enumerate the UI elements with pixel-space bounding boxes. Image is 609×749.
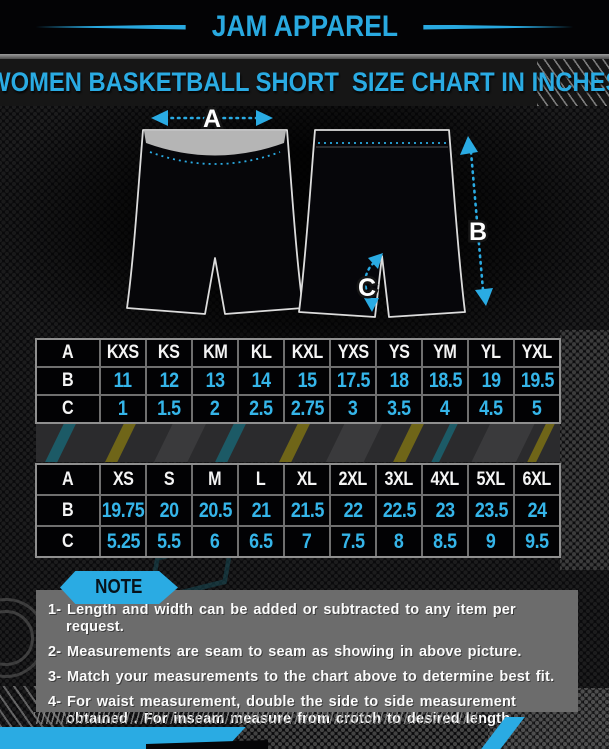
table-cell: 23.5 [469, 496, 513, 525]
header-separator [0, 54, 609, 59]
table-cell: 2.75 [285, 396, 329, 422]
table-cell: 1 [101, 396, 145, 422]
table-cell: 2 [193, 396, 237, 422]
note-panel: 1- Length and width can be added or subt… [36, 590, 578, 727]
table-cell: 20 [147, 496, 191, 525]
table-cell: 21 [239, 496, 283, 525]
table-cell: YS [377, 340, 421, 366]
label-b: B [469, 218, 487, 246]
table-cell: 17.5 [331, 368, 375, 394]
table-cell: 7 [285, 527, 329, 556]
table-cell: 5XL [469, 465, 513, 494]
table-cell: B [37, 368, 99, 394]
inseam-arrow-c: C [356, 253, 383, 312]
table-cell: 1.5 [147, 396, 191, 422]
table-cell: 23 [423, 496, 467, 525]
table-cell: KS [147, 340, 191, 366]
shorts-front-illustration [126, 129, 304, 315]
table-cell: 14 [239, 368, 283, 394]
table-cell: A [37, 465, 99, 494]
brand-title: JAM APPAREL [211, 10, 398, 43]
size-table-adult: A XS S M L XL 2XL 3XL 4XL 5XL 6XL B 19.75 20 20.5 21 21.… [35, 463, 561, 558]
label-c: C [358, 274, 376, 302]
table-cell: 3XL [377, 465, 421, 494]
table-cell: 5.25 [101, 527, 145, 556]
title-band: WOMEN BASKETBALL SHORT SIZE CHART IN INC… [0, 59, 609, 106]
table-cell: 8 [377, 527, 421, 556]
table-cell: 22.5 [377, 496, 421, 525]
brand-line-right [423, 24, 574, 30]
table-cell: KL [239, 340, 283, 366]
hatch-strip [34, 712, 480, 724]
table-cell: XS [101, 465, 145, 494]
dot-patch [560, 330, 609, 570]
note-item: 2- Measurements are seam to seam as show… [48, 644, 522, 660]
table-cell: 24 [515, 496, 559, 525]
table-cell: M [193, 465, 237, 494]
table-cell: 19 [469, 368, 513, 394]
table-cell: KXL [285, 340, 329, 366]
table-cell: 7.5 [331, 527, 375, 556]
header: JAM APPAREL [0, 0, 609, 54]
table-cell: 15 [285, 368, 329, 394]
table-cell: 5 [515, 396, 559, 422]
table-cell: A [37, 340, 99, 366]
page-title: WOMEN BASKETBALL SHORT SIZE CHART IN INC… [0, 67, 609, 97]
shorts-back-illustration [298, 129, 466, 318]
table-cell: 6 [193, 527, 237, 556]
mascot-stripe-decoration [36, 424, 560, 462]
note-list: 1- Length and width can be added or subt… [48, 602, 568, 728]
width-arrow-a: A [151, 106, 273, 136]
table-cell: 4 [423, 396, 467, 422]
hatch-decoration [537, 59, 609, 106]
table-cell: YM [423, 340, 467, 366]
shorts-measurement-diagram: A B C [126, 106, 493, 318]
table-cell: L [239, 465, 283, 494]
table-cell: 4.5 [469, 396, 513, 422]
table-cell: C [37, 396, 99, 422]
table-cell: 18 [377, 368, 421, 394]
table-cell: 4XL [423, 465, 467, 494]
label-a: A [203, 106, 221, 133]
table-cell: 19.5 [515, 368, 559, 394]
table-cell: 2XL [331, 465, 375, 494]
note-item: 3- Match your measurements to the chart … [48, 669, 555, 685]
table-cell: 21.5 [285, 496, 329, 525]
table-cell: 9.5 [515, 527, 559, 556]
table-cell: 11 [101, 368, 145, 394]
table-cell: 22 [331, 496, 375, 525]
table-cell: 6XL [515, 465, 559, 494]
table-cell: S [147, 465, 191, 494]
table-cell: 2.5 [239, 396, 283, 422]
length-arrow-b: B [460, 136, 493, 306]
table-cell: 3.5 [377, 396, 421, 422]
table-cell: 8.5 [423, 527, 467, 556]
table-cell: YXL [515, 340, 559, 366]
note-ribbon-label: NOTE [95, 576, 143, 598]
table-cell: 13 [193, 368, 237, 394]
table-cell: 3 [331, 396, 375, 422]
table-cell: YXS [331, 340, 375, 366]
table-cell: YL [469, 340, 513, 366]
table-cell: 6.5 [239, 527, 283, 556]
note-ribbon: NOTE [60, 571, 178, 604]
table-cell: 19.75 [101, 496, 145, 525]
table-cell: 18.5 [423, 368, 467, 394]
note-item: 1- Length and width can be added or subt… [48, 602, 516, 635]
table-cell: 20.5 [193, 496, 237, 525]
table-cell: B [37, 496, 99, 525]
table-cell: KM [193, 340, 237, 366]
size-table-kids-youth: A KXS KS KM KL KXL YXS YS YM YL YXL B 11 12 13 14 15 17.5… [35, 338, 561, 424]
dark-notch [146, 740, 268, 749]
table-cell: XL [285, 465, 329, 494]
table-cell: 5.5 [147, 527, 191, 556]
table-cell: C [37, 527, 99, 556]
table-cell: KXS [101, 340, 145, 366]
waistband-front [144, 131, 286, 156]
table-cell: 12 [147, 368, 191, 394]
table-cell: 9 [469, 527, 513, 556]
brand-line-left [35, 24, 186, 30]
